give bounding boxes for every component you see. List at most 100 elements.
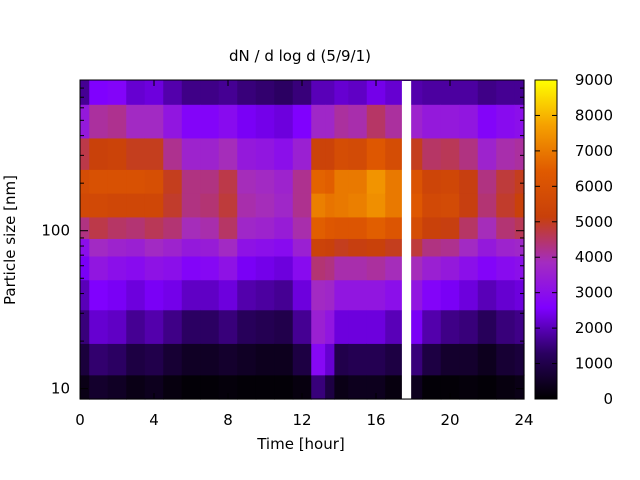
colorbar-tick-label: 0 xyxy=(603,390,613,408)
heatmap-cell xyxy=(311,309,326,344)
heatmap-cell xyxy=(218,238,238,257)
heatmap-cell xyxy=(237,80,257,105)
heatmap-cell xyxy=(126,216,146,239)
heatmap-cell xyxy=(237,255,257,281)
heatmap-cell xyxy=(237,193,257,218)
heatmap-cell xyxy=(496,238,516,257)
heatmap-cell xyxy=(366,255,386,281)
heatmap-cell xyxy=(292,238,312,257)
heatmap-cell xyxy=(366,374,386,400)
chart-title: dN / d log d (5/9/1) xyxy=(229,47,371,65)
heatmap-cell xyxy=(255,374,275,400)
heatmap-cell xyxy=(325,238,335,257)
heatmap-cell xyxy=(325,343,335,376)
heatmap-cell xyxy=(200,137,220,170)
heatmap-cell xyxy=(385,255,405,281)
y-axis-label: Particle size [nm] xyxy=(1,175,19,305)
heatmap-cell xyxy=(237,279,257,311)
heatmap-cell xyxy=(325,80,335,105)
heatmap-cell xyxy=(366,137,386,170)
heatmap-cell xyxy=(292,80,312,105)
heatmap-cell xyxy=(144,238,164,257)
heatmap-cell xyxy=(422,238,442,257)
heatmap-cell xyxy=(144,374,164,400)
heatmap-cell xyxy=(107,216,127,239)
heatmap-cell xyxy=(496,169,516,194)
heatmap-cell xyxy=(200,216,220,239)
heatmap-cell xyxy=(292,309,312,344)
heatmap-cell xyxy=(144,193,164,218)
heatmap-cell xyxy=(237,169,257,194)
heatmap-cell xyxy=(477,238,497,257)
heatmap-cell xyxy=(181,255,201,281)
heatmap-cell xyxy=(477,255,497,281)
heatmap-cell xyxy=(348,309,368,344)
heatmap-cell xyxy=(366,80,386,105)
heatmap-cell xyxy=(422,137,442,170)
colorbar-tick-label: 4000 xyxy=(575,248,613,266)
heatmap-cell xyxy=(255,309,275,344)
heatmap-cell xyxy=(366,279,386,311)
heatmap-cell xyxy=(348,169,368,194)
heatmap-cell xyxy=(255,193,275,218)
heatmap-cell xyxy=(126,255,146,281)
heatmap-cell xyxy=(385,216,405,239)
heatmap-cell xyxy=(496,216,516,239)
heatmap-cell xyxy=(237,343,257,376)
heatmap-cell xyxy=(163,343,183,376)
heatmap-cell xyxy=(459,255,479,281)
heatmap-cell xyxy=(144,80,164,105)
heatmap-cell xyxy=(459,104,479,139)
heatmap-cell xyxy=(144,104,164,139)
heatmap-cell xyxy=(459,238,479,257)
heatmap-cell xyxy=(440,104,460,139)
heatmap-cell xyxy=(218,343,238,376)
heatmap-cell xyxy=(514,104,525,139)
heatmap-cell xyxy=(89,238,109,257)
colorbar-ticks: 0 1000 2000 3000 4000 5000 6000 7000 8000 9000 xyxy=(535,71,613,408)
heatmap-cell xyxy=(385,193,405,218)
heatmap-cell xyxy=(496,137,516,170)
heatmap-cell xyxy=(218,279,238,311)
heatmap-cell xyxy=(274,309,294,344)
heatmap-cell xyxy=(200,255,220,281)
heatmap-cell xyxy=(181,169,201,194)
heatmap-cell xyxy=(255,216,275,239)
heatmap-cell xyxy=(366,193,386,218)
heatmap-cell xyxy=(144,255,164,281)
y-tick-label: 10 xyxy=(51,380,70,398)
heatmap-cell xyxy=(200,374,220,400)
x-tick-label: 20 xyxy=(440,411,459,429)
heatmap-cell xyxy=(89,80,109,105)
heatmap-cell xyxy=(181,343,201,376)
heatmap-cell xyxy=(311,374,326,400)
heatmap-cell xyxy=(80,279,90,311)
heatmap-cell xyxy=(80,104,90,139)
heatmap-cell xyxy=(181,238,201,257)
colorbar-tick-label: 9000 xyxy=(575,71,613,89)
heatmap-cell xyxy=(237,104,257,139)
heatmap-cell xyxy=(459,80,479,105)
heatmap-cell xyxy=(311,104,326,139)
heatmap-cell xyxy=(496,193,516,218)
heatmap-cell xyxy=(514,169,525,194)
colorbar-tick-label: 8000 xyxy=(575,106,613,124)
heatmap-cell xyxy=(218,216,238,239)
heatmap-cell xyxy=(126,169,146,194)
heatmap-cell xyxy=(325,169,335,194)
heatmap-cell xyxy=(107,255,127,281)
heatmap-cell xyxy=(496,80,516,105)
heatmap-cell xyxy=(163,137,183,170)
heatmap-cell xyxy=(459,279,479,311)
heatmap-cell xyxy=(107,80,127,105)
heatmap-cell xyxy=(89,216,109,239)
heatmap-cell xyxy=(514,193,525,218)
heatmap-cell xyxy=(89,309,109,344)
heatmap-cell xyxy=(514,343,525,376)
heatmap-cell xyxy=(107,137,127,170)
heatmap-cell xyxy=(255,80,275,105)
heatmap-cell xyxy=(440,137,460,170)
x-tick-label: 4 xyxy=(149,411,159,429)
colorbar-tick-label: 7000 xyxy=(575,142,613,160)
heatmap-cell xyxy=(366,238,386,257)
